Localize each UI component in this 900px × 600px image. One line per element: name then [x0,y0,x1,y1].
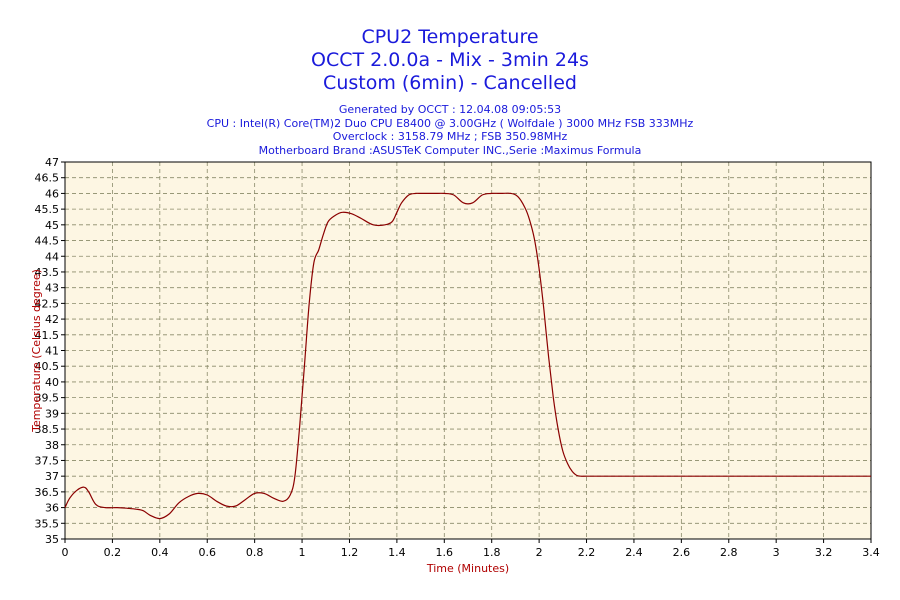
y-tick-label: 43 [45,282,59,295]
y-tick-label: 40.5 [35,360,60,373]
chart-subtitle-mode: Custom (6min) - Cancelled [323,72,577,94]
x-tick-label: 3.2 [815,546,833,559]
x-tick-label: 2 [536,546,543,559]
x-tick-label: 0.2 [104,546,122,559]
y-tick-label: 45 [45,219,59,232]
y-tick-label: 35 [45,533,59,546]
y-tick-label: 42.5 [35,297,60,310]
x-tick-label: 0 [62,546,69,559]
chart-subtitle-test: OCCT 2.0.0a - Mix - 3min 24s [311,49,589,71]
chart-title-block: CPU2 Temperature OCCT 2.0.0a - Mix - 3mi… [0,26,900,95]
temperature-series-line [64,192,871,520]
motherboard-info-text: Motherboard Brand :ASUSTeK Computer INC.… [258,143,642,157]
x-tick-label: 0.4 [151,546,169,559]
y-tick-label: 40 [45,376,59,389]
series-layer [64,192,871,520]
y-tick-label: 44.5 [35,235,60,248]
y-tick-label: 46 [45,187,59,200]
x-tick-label: 1.2 [341,546,359,559]
x-tick-label: 1.8 [483,546,501,559]
overclock-info-text: Overclock : 3158.79 MHz ; FSB 350.98MHz [332,130,568,144]
y-tick-label: 37 [45,470,59,483]
generated-by-text: Generated by OCCT : 12.04.08 09:05:53 [338,103,562,116]
x-tick-label: 3 [773,546,780,559]
x-tick-label: 1 [299,546,306,559]
y-tick-label: 36.5 [35,486,60,499]
chart-title: CPU2 Temperature [361,26,539,48]
y-tick-label: 39 [45,407,59,420]
x-tick-label: 2.6 [673,546,691,559]
x-tick-label: 0.6 [198,546,216,559]
y-tick-label: 46.5 [35,172,60,185]
x-tick-label: 1.6 [436,546,454,559]
x-tick-label: 1.4 [388,546,406,559]
y-tick-label: 38 [45,439,59,452]
y-tick-label: 38.5 [35,423,60,436]
x-tick-label: 3.4 [862,546,880,559]
y-axis-label: Temperature (Celsius degree) [30,269,43,433]
y-tick-label: 41.5 [35,329,60,342]
x-tick-label: 2.8 [720,546,738,559]
y-tick-label: 39.5 [35,392,60,405]
y-tick-label: 41 [45,345,59,358]
y-tick-label: 43.5 [35,266,60,279]
chart-info-block: Generated by OCCT : 12.04.08 09:05:53 CP… [0,103,900,157]
cpu-info-text: CPU : Intel(R) Core(TM)2 Duo CPU E8400 @… [206,116,694,130]
y-tick-label: 44 [45,250,59,263]
x-tick-label: 2.2 [578,546,596,559]
y-tick-label: 35.5 [35,517,60,530]
axis-ticks: 0 0.2 0.4 0.6 0.8 1 1.2 1.4 1.6 1.8 2 2.2 2.4 2.6 2.8 3… [35,156,880,559]
y-tick-label: 42 [45,313,59,326]
y-tick-label: 36 [45,502,59,515]
x-tick-label: 2.4 [625,546,643,559]
grid-lines [65,162,871,539]
y-tick-label: 47 [45,156,59,169]
y-tick-label: 37.5 [35,454,60,467]
x-tick-label: 0.8 [246,546,264,559]
y-tick-label: 45.5 [35,203,60,216]
x-axis-label: Time (Minutes) [426,562,509,575]
